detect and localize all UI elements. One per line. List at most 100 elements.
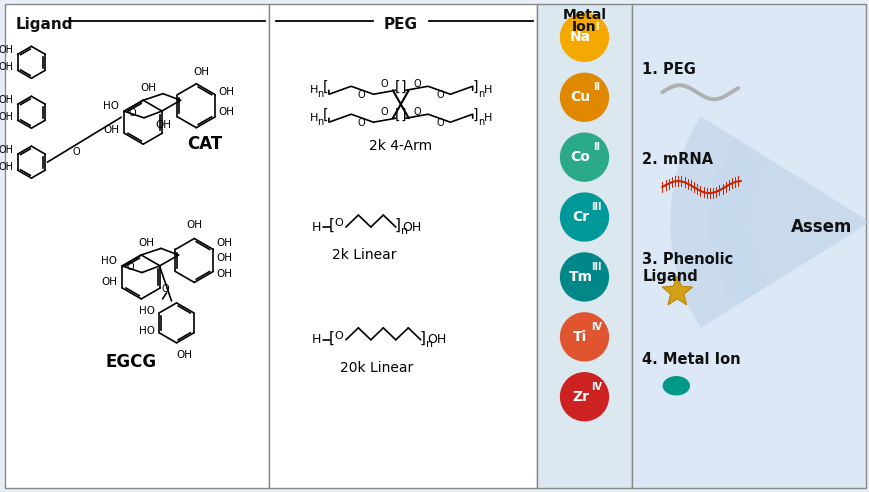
Text: 20k Linear: 20k Linear xyxy=(339,361,413,375)
Text: [: [ xyxy=(395,80,400,94)
Text: ]: ] xyxy=(401,108,406,122)
Text: OH: OH xyxy=(186,219,202,230)
Text: OH: OH xyxy=(218,107,234,117)
Text: OH: OH xyxy=(0,162,14,172)
Text: n: n xyxy=(478,89,484,99)
Bar xyxy=(632,4,865,488)
Text: n: n xyxy=(316,89,322,99)
Circle shape xyxy=(560,193,607,241)
Text: n: n xyxy=(401,226,408,236)
Text: OH: OH xyxy=(0,112,14,122)
Text: Ion: Ion xyxy=(572,20,596,34)
Text: Ligand: Ligand xyxy=(16,17,73,32)
Wedge shape xyxy=(670,116,869,328)
Text: OH: OH xyxy=(0,45,14,55)
Text: ]: ] xyxy=(473,108,478,122)
Text: H: H xyxy=(311,220,321,234)
Text: O: O xyxy=(414,107,421,117)
Text: O: O xyxy=(356,90,364,100)
Text: OH: OH xyxy=(401,220,421,234)
Text: O: O xyxy=(380,107,388,117)
Text: OH: OH xyxy=(193,67,209,77)
Text: O: O xyxy=(380,79,388,89)
Text: EGCG: EGCG xyxy=(105,353,156,371)
Text: OH: OH xyxy=(216,253,232,264)
Text: O: O xyxy=(72,147,80,157)
Text: 2k 4-Arm: 2k 4-Arm xyxy=(368,139,432,153)
Bar xyxy=(5,4,269,488)
Text: III: III xyxy=(591,202,601,212)
Text: OH: OH xyxy=(216,238,232,247)
Text: OH: OH xyxy=(216,270,232,279)
Bar xyxy=(536,4,632,488)
Text: [: [ xyxy=(328,217,335,233)
Text: ]: ] xyxy=(395,217,401,233)
Text: 1. PEG: 1. PEG xyxy=(641,62,695,77)
Text: HO: HO xyxy=(101,256,117,266)
Ellipse shape xyxy=(662,377,688,395)
Text: ]: ] xyxy=(473,80,478,94)
Text: IV: IV xyxy=(590,382,601,392)
Text: 4. Metal Ion: 4. Metal Ion xyxy=(641,352,740,367)
Text: 2. mRNA: 2. mRNA xyxy=(641,152,713,167)
Text: n: n xyxy=(478,117,484,127)
Text: Zr: Zr xyxy=(571,390,588,404)
Text: II: II xyxy=(593,142,600,152)
Text: 3. Phenolic
Ligand: 3. Phenolic Ligand xyxy=(641,252,733,284)
Text: O: O xyxy=(162,284,169,294)
Text: OH: OH xyxy=(218,87,234,97)
Circle shape xyxy=(560,313,607,361)
Text: OH: OH xyxy=(176,350,192,360)
Text: III: III xyxy=(591,262,601,272)
Text: OH: OH xyxy=(427,334,446,346)
Text: H: H xyxy=(483,113,491,123)
Text: [: [ xyxy=(395,108,400,122)
Circle shape xyxy=(560,373,607,421)
Text: Cr: Cr xyxy=(571,210,588,224)
Text: O: O xyxy=(356,118,364,128)
Text: 2k Linear: 2k Linear xyxy=(331,248,395,262)
Circle shape xyxy=(560,133,607,181)
Text: ]: ] xyxy=(419,330,425,345)
Text: [: [ xyxy=(322,108,328,122)
Text: HO: HO xyxy=(138,326,155,336)
Text: Ti: Ti xyxy=(573,330,587,344)
Text: CAT: CAT xyxy=(187,135,222,153)
Text: OH: OH xyxy=(0,95,14,105)
Text: [: [ xyxy=(322,80,328,94)
Circle shape xyxy=(560,73,607,121)
Text: ]: ] xyxy=(401,80,406,94)
Text: I: I xyxy=(594,22,598,32)
Text: HO: HO xyxy=(103,101,119,111)
Text: H: H xyxy=(309,85,318,95)
Text: [: [ xyxy=(328,330,335,345)
Text: O: O xyxy=(335,218,343,228)
Text: n: n xyxy=(316,117,322,127)
Text: H: H xyxy=(311,334,321,346)
Text: Na: Na xyxy=(569,31,590,44)
Text: H: H xyxy=(309,113,318,123)
Text: OH: OH xyxy=(138,238,154,248)
Text: O: O xyxy=(414,79,421,89)
Bar xyxy=(269,4,536,488)
Text: n: n xyxy=(426,339,433,349)
Text: OH: OH xyxy=(103,125,119,135)
Text: Tm: Tm xyxy=(567,270,592,284)
Text: O: O xyxy=(126,262,134,272)
Text: II: II xyxy=(593,82,600,92)
Text: H: H xyxy=(483,85,491,95)
Polygon shape xyxy=(661,276,692,305)
Text: Metal: Metal xyxy=(562,8,606,23)
Circle shape xyxy=(560,13,607,62)
Text: O: O xyxy=(128,108,136,118)
Text: Assem: Assem xyxy=(790,218,851,236)
Text: OH: OH xyxy=(156,120,171,130)
Text: OH: OH xyxy=(0,62,14,72)
Text: HO: HO xyxy=(138,306,155,316)
Circle shape xyxy=(560,253,607,301)
Text: O: O xyxy=(436,90,444,100)
Text: OH: OH xyxy=(140,83,156,93)
Wedge shape xyxy=(749,158,869,285)
Wedge shape xyxy=(709,137,869,307)
Text: Cu: Cu xyxy=(570,90,590,104)
